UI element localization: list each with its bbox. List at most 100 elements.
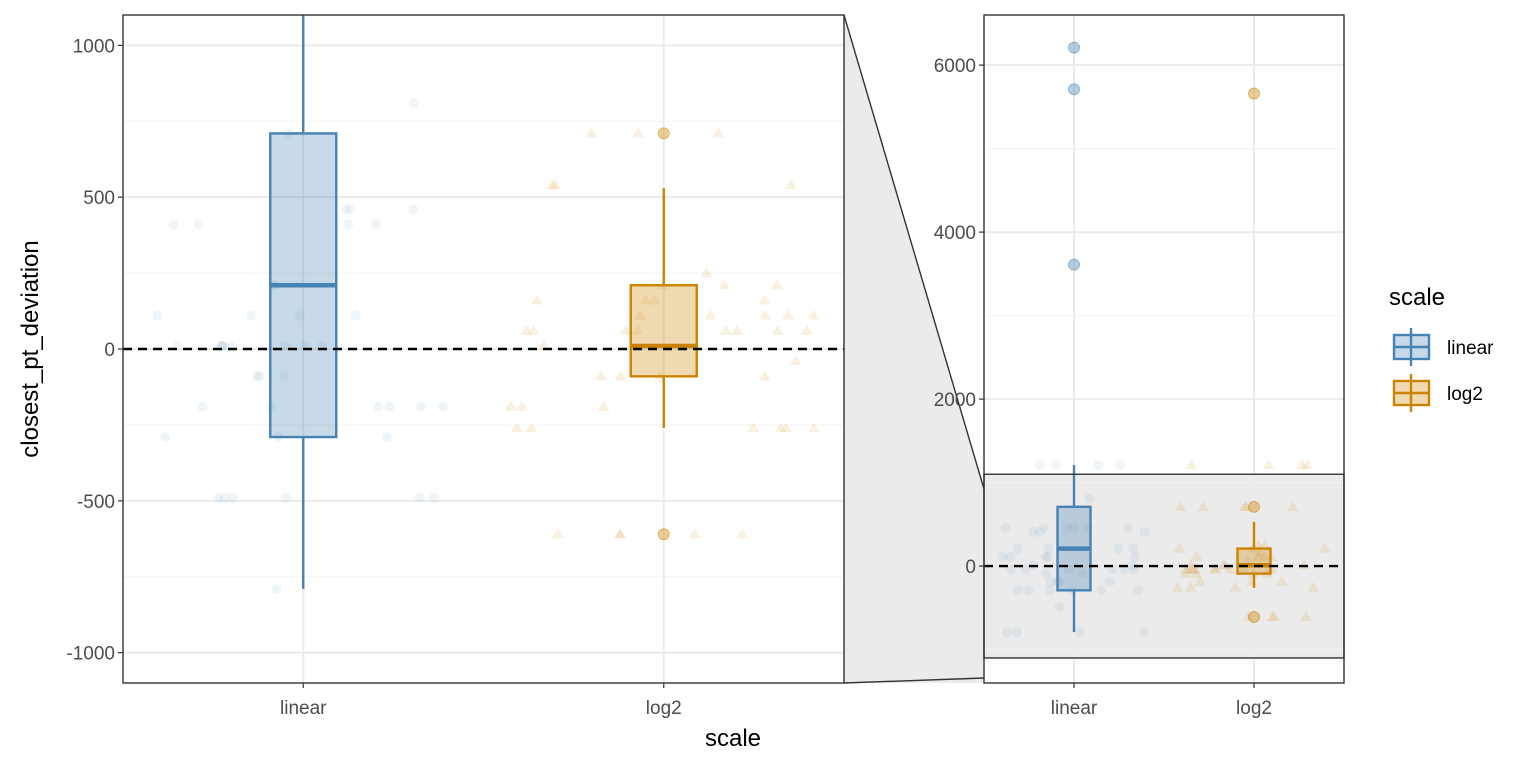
jitter-point: [341, 204, 352, 215]
jitter-point: [1050, 460, 1061, 471]
jitter-point: [620, 324, 633, 335]
jitter-point: [648, 294, 661, 305]
jitter-point: [782, 309, 795, 320]
jitter-point: [1113, 543, 1124, 554]
jitter-point: [246, 310, 257, 321]
legend-label: log2: [1447, 384, 1483, 405]
jitter-point: [758, 294, 771, 305]
jitter-point: [688, 528, 701, 539]
jitter-point: [1023, 585, 1034, 596]
jitter-point: [1139, 627, 1150, 638]
jitter-point: [408, 98, 419, 109]
jitter-point: [1040, 551, 1051, 562]
outlier-point: [1248, 500, 1260, 513]
jitter-point: [254, 371, 265, 382]
jitter-point: [530, 294, 543, 305]
jitter-point: [1173, 542, 1186, 553]
jitter-point: [1139, 526, 1150, 537]
jitter-point: [213, 492, 224, 503]
jitter-point: [759, 309, 772, 320]
jitter-point: [345, 204, 356, 215]
legend-label: linear: [1447, 338, 1494, 359]
main-panel: 1000 500 0 -500 -1000 linear log2: [66, 14, 845, 719]
jitter-point: [1185, 581, 1198, 592]
jitter-point: [428, 492, 439, 503]
legend-title: scale: [1389, 284, 1445, 311]
jitter-point: [1062, 522, 1073, 533]
jitter-point: [343, 219, 354, 230]
jitter-point: [160, 432, 171, 443]
jitter-point: [1190, 550, 1203, 561]
jitter-point: [595, 370, 608, 381]
jitter-point: [1190, 567, 1203, 578]
jitter-point: [252, 371, 263, 382]
jitter-point: [1034, 460, 1045, 471]
jitter-point: [1252, 550, 1265, 561]
jitter-point: [372, 401, 383, 412]
jitter-point: [1254, 546, 1267, 557]
outlier-point: [1068, 258, 1080, 271]
jitter-point: [1184, 563, 1197, 574]
jitter-point: [700, 267, 713, 278]
jitter-point: [780, 421, 793, 432]
jitter-point: [597, 400, 610, 411]
jitter-point: [438, 401, 449, 412]
outlier-point: [1248, 611, 1260, 624]
y-tick-label: -1000: [66, 644, 115, 665]
jitter-point: [807, 309, 820, 320]
x-axis-title: scale: [705, 725, 761, 752]
jitter-point: [631, 127, 644, 138]
jitter-point: [546, 179, 559, 190]
jitter-point: [1020, 564, 1031, 575]
jitter-point: [1069, 522, 1080, 533]
jitter-point: [1307, 581, 1320, 592]
jitter-point: [1301, 459, 1314, 470]
jitter-point: [1208, 563, 1221, 574]
jitter-point: [1122, 522, 1133, 533]
jitter-point: [414, 492, 425, 503]
jitter-point: [515, 400, 528, 411]
jitter-point: [197, 401, 208, 412]
jitter-point: [1185, 459, 1198, 470]
jitter-point: [1262, 459, 1275, 470]
jitter-point: [227, 492, 238, 503]
y-tick-label: -500: [77, 492, 115, 513]
jitter-point: [350, 310, 361, 321]
jitter-point: [1224, 563, 1237, 574]
jitter-point: [1045, 585, 1056, 596]
jitter-point: [736, 528, 749, 539]
jitter-point: [525, 421, 538, 432]
jitter-point: [537, 339, 550, 350]
jitter-point: [997, 551, 1008, 562]
jitter-point: [1041, 568, 1052, 579]
panel-border: [983, 14, 1345, 684]
zoom-panel: 6000 4000 2000 0 linear log2: [934, 14, 1345, 719]
jitter-point: [1096, 585, 1107, 596]
jitter-point: [1093, 460, 1104, 471]
jitter-point: [1318, 542, 1331, 553]
panel-border: [122, 14, 845, 684]
jitter-point: [520, 324, 533, 335]
jitter-point: [730, 324, 743, 335]
y-tick-label: 6000: [934, 56, 976, 77]
jitter-point: [1180, 563, 1193, 574]
jitter-point: [614, 528, 627, 539]
jitter-point: [1054, 602, 1065, 613]
jitter-point: [1128, 543, 1139, 554]
y-tick-label: 0: [104, 340, 115, 361]
jitter-point: [1194, 575, 1207, 586]
jitter-point: [1296, 459, 1309, 470]
jitter-point: [281, 492, 292, 503]
jitter-point: [1013, 585, 1024, 596]
jitter-point: [1012, 543, 1023, 554]
jitter-point: [1286, 500, 1299, 511]
jitter-point: [504, 400, 517, 411]
jitter-point: [193, 219, 204, 230]
y-axis-title: closest_pt_deviation: [17, 240, 44, 457]
outlier-point: [1068, 83, 1080, 96]
jitter-point: [633, 309, 646, 320]
jitter-point: [1000, 522, 1011, 533]
jitter-point: [1275, 575, 1288, 586]
x-tick-label: log2: [1236, 698, 1272, 719]
